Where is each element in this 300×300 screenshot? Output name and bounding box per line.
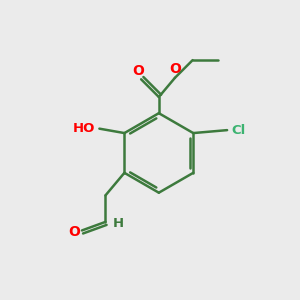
Text: O: O (69, 225, 80, 239)
Text: HO: HO (73, 122, 95, 135)
Text: O: O (169, 62, 181, 76)
Text: O: O (132, 64, 144, 78)
Text: H: H (113, 217, 124, 230)
Text: Cl: Cl (232, 124, 246, 136)
